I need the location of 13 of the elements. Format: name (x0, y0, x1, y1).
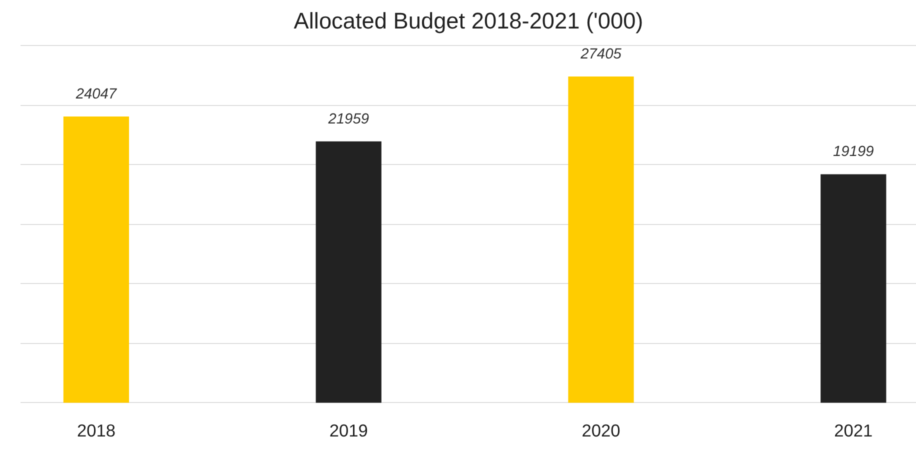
x-tick-label: 2018 (76, 420, 116, 440)
x-tick-label: 2021 (834, 420, 873, 440)
chart-title: Allocated Budget 2018-2021 ('000) (294, 8, 644, 34)
data-label: 27405 (580, 46, 622, 63)
bar (568, 76, 634, 403)
bar (316, 141, 382, 403)
bar (63, 116, 130, 403)
data-label: 19199 (833, 144, 874, 160)
x-tick-label: 2020 (582, 420, 620, 440)
data-label: 21959 (327, 111, 369, 128)
x-tick-label: 2019 (329, 420, 368, 440)
bar (820, 174, 886, 403)
data-label: 24047 (74, 86, 118, 103)
